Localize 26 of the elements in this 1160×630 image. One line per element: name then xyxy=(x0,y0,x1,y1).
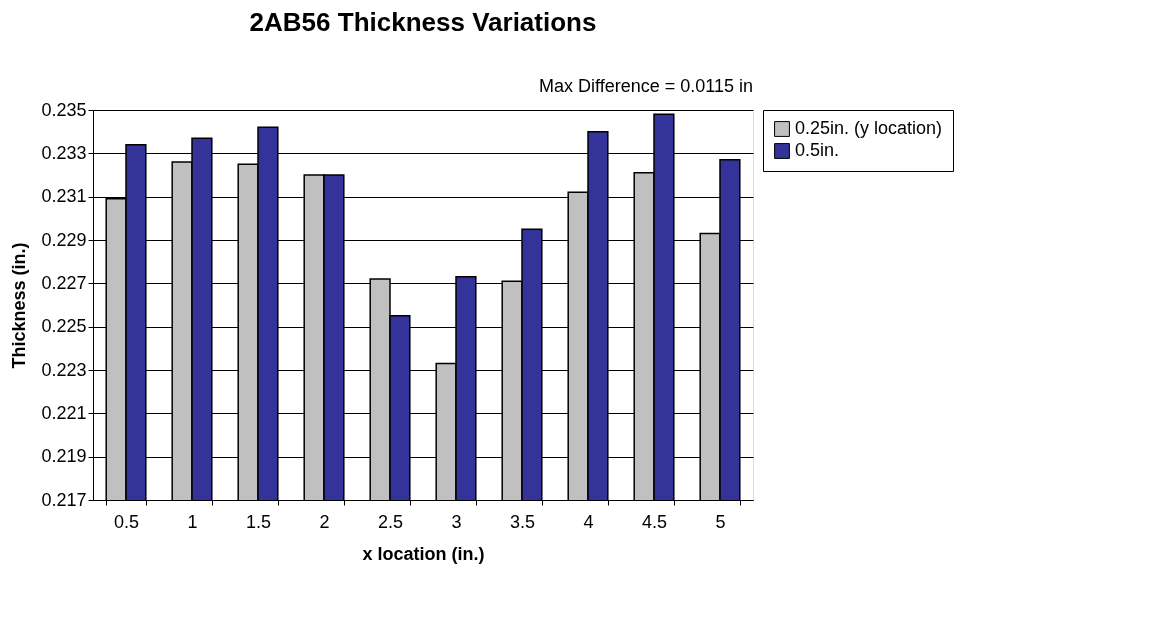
y-tick-label: 0.221 xyxy=(41,402,87,423)
legend-label: 0.25in. (y location) xyxy=(795,118,943,138)
y-tick-label: 0.235 xyxy=(41,99,87,120)
x-tick-label: 3 xyxy=(451,511,462,532)
x-tick-label: 1.5 xyxy=(245,511,272,532)
x-tick-label: 0.5 xyxy=(113,511,140,532)
x-tick-label: 1 xyxy=(187,511,198,532)
y-tick-label: 0.227 xyxy=(41,272,87,293)
x-tick-label: 5 xyxy=(715,511,726,532)
text: Max Difference = 0.0115 in xyxy=(539,76,753,96)
x-tick-label: 4.5 xyxy=(641,511,668,532)
y-tick-label: 0.223 xyxy=(41,359,87,380)
y-axis-title: Thickness (in.) xyxy=(9,242,30,369)
y-tick-label: 0.233 xyxy=(41,142,87,163)
y-tick-label: 0.229 xyxy=(41,229,87,250)
y-tick-label: 0.217 xyxy=(41,489,87,510)
x-tick-label: 3.5 xyxy=(509,511,536,532)
y-tick-label: 0.219 xyxy=(41,446,87,467)
x-axis-title: x location (in.) xyxy=(362,543,485,564)
x-tick-label: 2 xyxy=(319,511,330,532)
x-tick-label: 2.5 xyxy=(377,511,404,532)
x-tick-label: 4 xyxy=(583,511,594,532)
y-tick-label: 0.231 xyxy=(41,186,87,207)
y-tick-label: 0.225 xyxy=(41,316,87,337)
legend-label: 0.5in. xyxy=(795,140,840,160)
chart-title: 2AB56 Thickness Variations xyxy=(249,7,597,37)
